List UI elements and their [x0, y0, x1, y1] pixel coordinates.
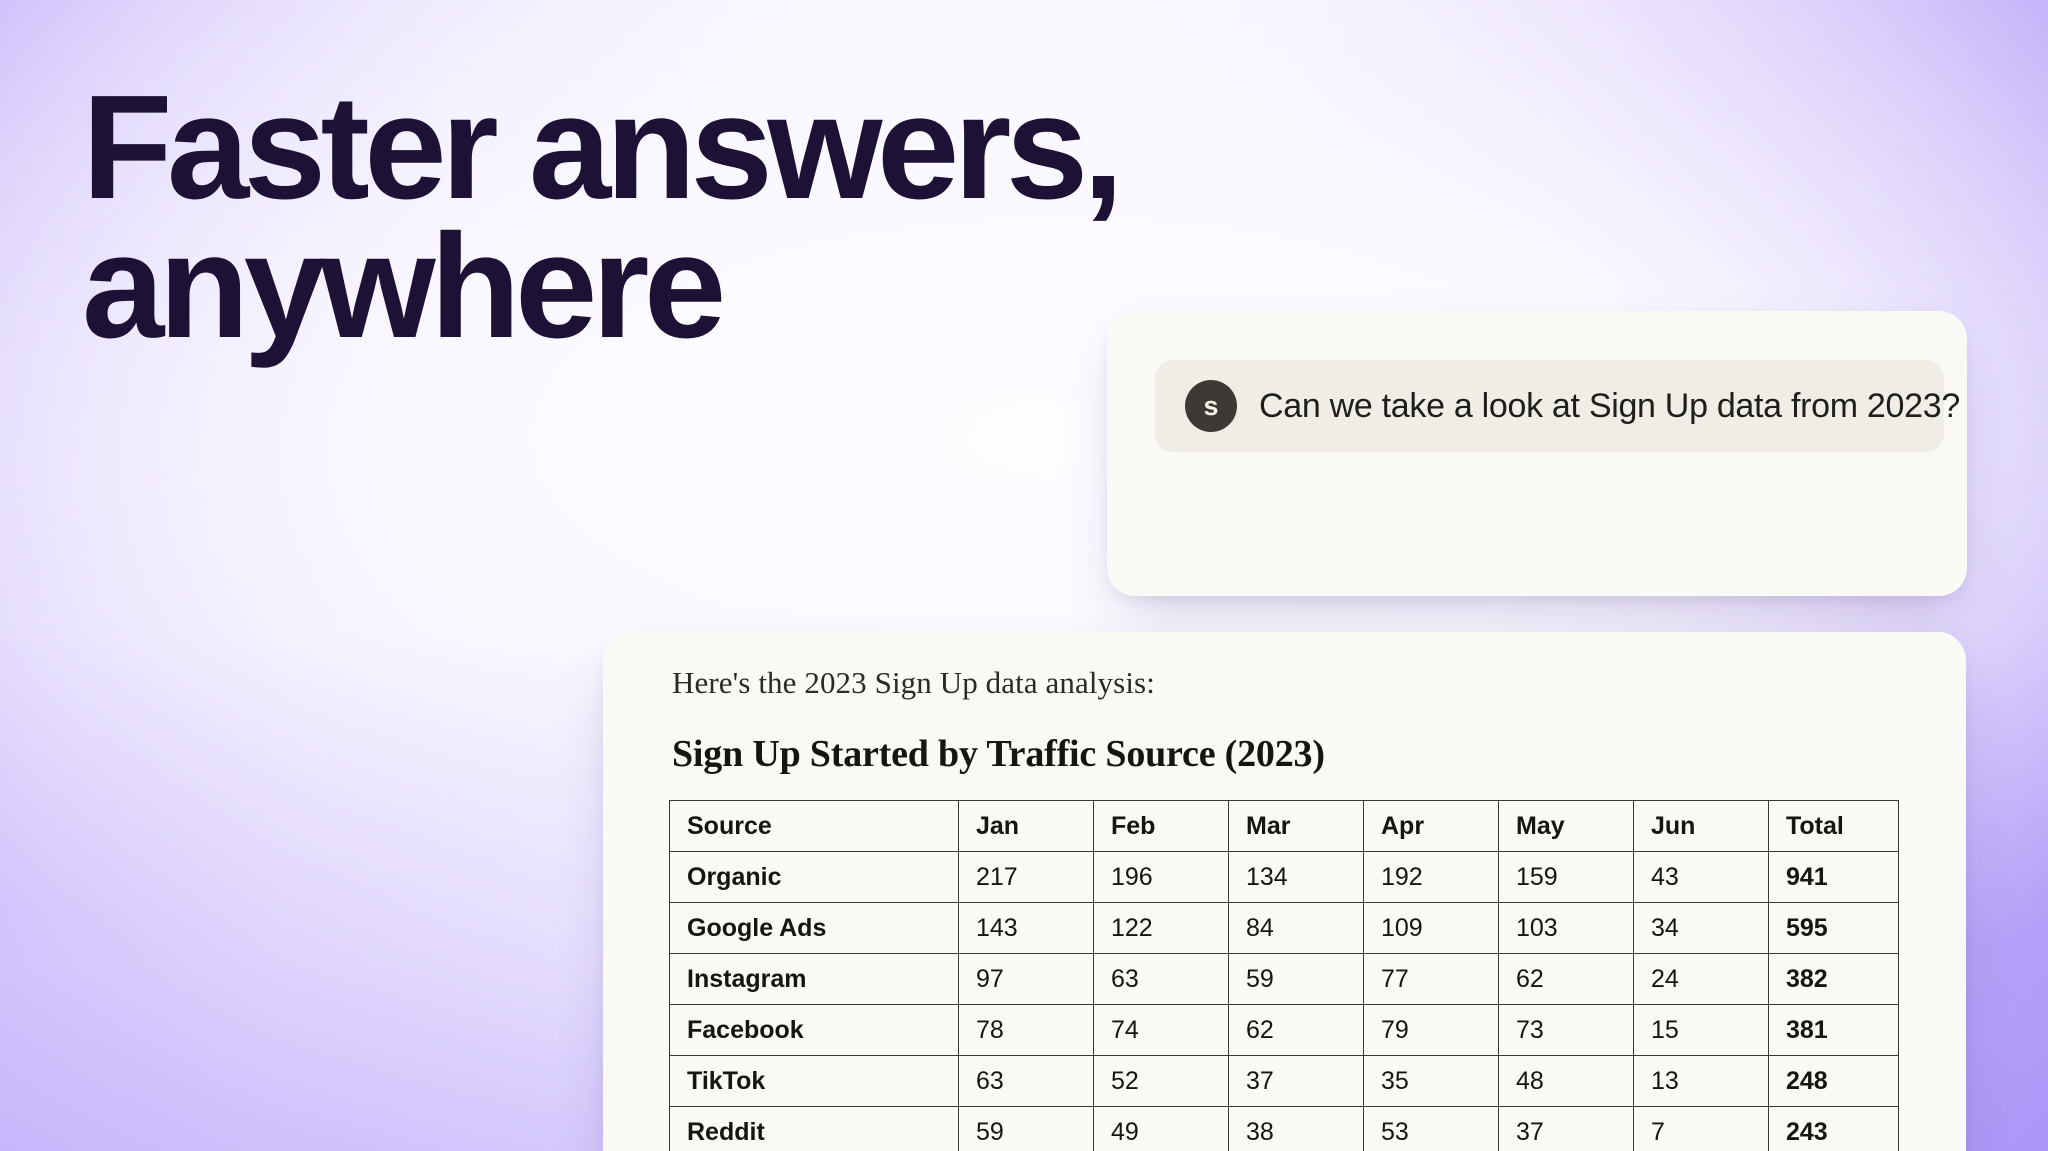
column-header-mar: Mar [1228, 800, 1364, 852]
cell-source: Organic [669, 851, 959, 903]
cell-total: 595 [1768, 902, 1899, 954]
cell-source: Facebook [669, 1004, 959, 1056]
cell-apr: 192 [1363, 851, 1499, 903]
cell-jan: 97 [958, 953, 1094, 1005]
cell-feb: 196 [1093, 851, 1229, 903]
chat-card: s Can we take a look at Sign Up data fro… [1107, 311, 1967, 596]
cell-total: 243 [1768, 1106, 1899, 1151]
cell-may: 62 [1498, 953, 1634, 1005]
table-header: Source Jan Feb Mar Apr May Jun Total [669, 800, 1899, 852]
cell-may: 37 [1498, 1106, 1634, 1151]
cell-jan: 63 [958, 1055, 1094, 1107]
cell-mar: 37 [1228, 1055, 1364, 1107]
column-header-feb: Feb [1093, 800, 1229, 852]
page-title: Faster answers, anywhere [82, 65, 1124, 370]
cell-feb: 63 [1093, 953, 1229, 1005]
cell-may: 48 [1498, 1055, 1634, 1107]
cell-source: Reddit [669, 1106, 959, 1151]
cell-mar: 59 [1228, 953, 1364, 1005]
cell-jan: 217 [958, 851, 1094, 903]
table-row: Organic 217 196 134 192 159 43 941 [669, 851, 1899, 903]
cell-total: 941 [1768, 851, 1899, 903]
user-message-text: Can we take a look at Sign Up data from … [1259, 386, 1960, 425]
document-intro-text: Here's the 2023 Sign Up data analysis: [672, 665, 1155, 700]
column-header-total: Total [1768, 800, 1899, 852]
table-row: Reddit 59 49 38 53 37 7 243 [669, 1106, 1899, 1151]
user-message-pill: s Can we take a look at Sign Up data fro… [1155, 360, 1960, 452]
cell-total: 248 [1768, 1055, 1899, 1107]
cell-jun: 15 [1633, 1004, 1769, 1056]
cell-apr: 77 [1363, 953, 1499, 1005]
cell-jun: 7 [1633, 1106, 1769, 1151]
cell-jun: 43 [1633, 851, 1769, 903]
cell-feb: 52 [1093, 1055, 1229, 1107]
column-header-source: Source [669, 800, 959, 852]
column-header-jan: Jan [958, 800, 1094, 852]
cell-jan: 59 [958, 1106, 1094, 1151]
table-row: TikTok 63 52 37 35 48 13 248 [669, 1055, 1899, 1107]
cell-mar: 134 [1228, 851, 1364, 903]
table-row: Facebook 78 74 62 79 73 15 381 [669, 1004, 1899, 1056]
cell-apr: 79 [1363, 1004, 1499, 1056]
document-card: Here's the 2023 Sign Up data analysis: S… [603, 632, 1966, 1151]
column-header-may: May [1498, 800, 1634, 852]
cell-may: 103 [1498, 902, 1634, 954]
cell-feb: 49 [1093, 1106, 1229, 1151]
cell-feb: 122 [1093, 902, 1229, 954]
traffic-source-table: Source Jan Feb Mar Apr May Jun Total Org… [669, 800, 1899, 1151]
cell-jan: 78 [958, 1004, 1094, 1056]
avatar: s [1185, 380, 1237, 432]
cell-apr: 53 [1363, 1106, 1499, 1151]
table-container: Source Jan Feb Mar Apr May Jun Total Org… [669, 800, 1899, 1151]
cell-jun: 24 [1633, 953, 1769, 1005]
cell-jun: 13 [1633, 1055, 1769, 1107]
table-body: Organic 217 196 134 192 159 43 941 Google Ads 143… [669, 851, 1899, 1151]
cell-total: 382 [1768, 953, 1899, 1005]
cell-apr: 109 [1363, 902, 1499, 954]
table-title: Sign Up Started by Traffic Source (2023) [672, 733, 1325, 775]
column-header-jun: Jun [1633, 800, 1769, 852]
cell-apr: 35 [1363, 1055, 1499, 1107]
cell-source: TikTok [669, 1055, 959, 1107]
cell-may: 159 [1498, 851, 1634, 903]
cell-may: 73 [1498, 1004, 1634, 1056]
table-row: Instagram 97 63 59 77 62 24 382 [669, 953, 1899, 1005]
column-header-apr: Apr [1363, 800, 1499, 852]
table-row: Google Ads 143 122 84 109 103 34 595 [669, 902, 1899, 954]
cell-source: Google Ads [669, 902, 959, 954]
cell-mar: 62 [1228, 1004, 1364, 1056]
cell-source: Instagram [669, 953, 959, 1005]
cell-mar: 38 [1228, 1106, 1364, 1151]
cell-feb: 74 [1093, 1004, 1229, 1056]
cell-jan: 143 [958, 902, 1094, 954]
cell-jun: 34 [1633, 902, 1769, 954]
cell-total: 381 [1768, 1004, 1899, 1056]
table-header-row: Source Jan Feb Mar Apr May Jun Total [669, 800, 1899, 852]
cell-mar: 84 [1228, 902, 1364, 954]
